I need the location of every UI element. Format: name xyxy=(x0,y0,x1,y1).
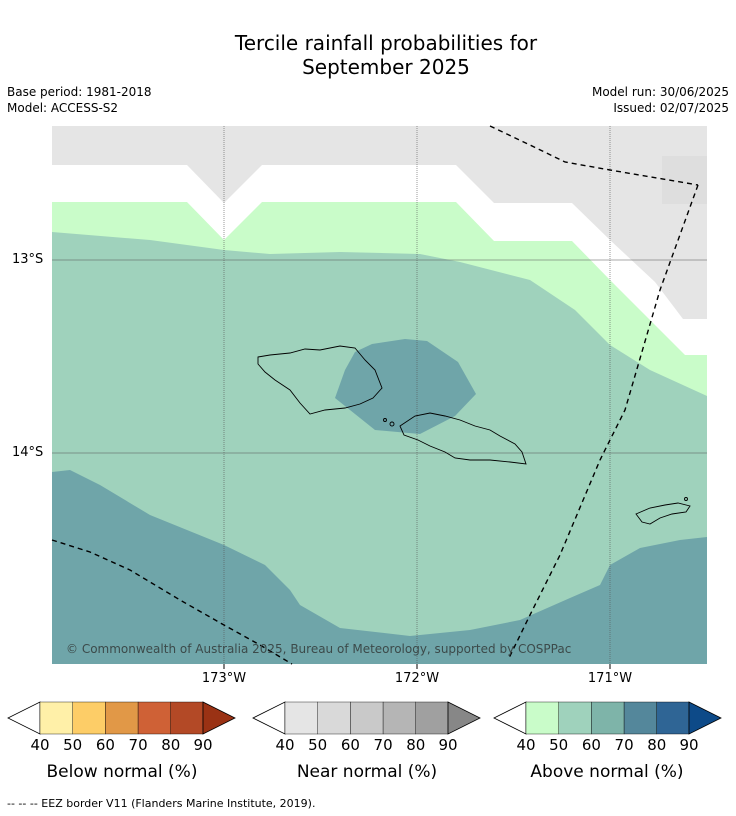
legend-near-tick: 80 xyxy=(406,736,426,754)
upolu-outline xyxy=(399,412,527,465)
legend-below-left-arrow xyxy=(7,701,41,735)
legend-below-right-arrow xyxy=(202,701,236,735)
legend-above-swatch-2 xyxy=(558,701,592,735)
model-name: Model: ACCESS-S2 xyxy=(7,101,119,115)
legend-near-tick: 60 xyxy=(340,736,360,754)
legend-near-swatch-2 xyxy=(317,701,351,735)
legend-below-tick: 50 xyxy=(63,736,83,754)
tutuila-outline xyxy=(635,502,691,525)
legend-below-swatch-3 xyxy=(105,701,139,735)
eez-southwest xyxy=(51,539,293,665)
model-run: Model run: 30/06/2025 xyxy=(591,85,729,99)
grid-lat-lines xyxy=(52,259,707,454)
legend-near-tick: 70 xyxy=(373,736,393,754)
lat-label-14s: 14°S xyxy=(12,445,44,460)
legend-below-title: Below normal (%) xyxy=(46,762,198,782)
legend-below-swatch-4 xyxy=(137,701,172,735)
lon-label-173w: 173°W xyxy=(201,671,247,686)
meta-right: Model run: 30/06/2025 Issued: 02/07/2025 xyxy=(592,84,729,116)
legend-near-tick: 40 xyxy=(275,736,295,754)
field-above-60-south xyxy=(52,470,707,664)
eez-north xyxy=(489,125,699,186)
near-normal-patch xyxy=(662,156,707,204)
issued-date: Issued: 02/07/2025 xyxy=(613,101,729,115)
legend-above-left-arrow xyxy=(493,701,527,735)
legend-below xyxy=(7,701,236,735)
title-line-2: September 2025 xyxy=(302,55,470,79)
legend-near-swatch-4 xyxy=(382,701,417,735)
savaii-outline xyxy=(257,345,383,415)
legend-near-swatch-3 xyxy=(350,701,384,735)
legend-above-tick: 40 xyxy=(516,736,536,754)
legend-above-title: Above normal (%) xyxy=(530,762,684,782)
land-outlines xyxy=(257,345,691,525)
legend-below-swatch-1 xyxy=(39,701,73,735)
small-island-2 xyxy=(389,421,395,427)
grid-lines xyxy=(223,126,611,664)
legend-near-swatch-5 xyxy=(415,701,449,735)
eez-east xyxy=(507,184,699,661)
legend-near-swatch-1 xyxy=(284,701,318,735)
legend-below-tick: 70 xyxy=(128,736,148,754)
map-copyright: © Commonwealth of Australia 2025, Bureau… xyxy=(66,642,572,656)
field-above-60-island xyxy=(335,339,476,434)
legend-near xyxy=(252,701,481,735)
lat-label-13s: 13°S xyxy=(12,252,44,267)
legend-below-tick: 40 xyxy=(30,736,50,754)
legend-near-right-arrow xyxy=(447,701,481,735)
lon-ticks xyxy=(223,664,611,669)
small-island-3 xyxy=(684,497,688,501)
legend-below-tick: 90 xyxy=(193,736,213,754)
legend-near-tick: 90 xyxy=(438,736,458,754)
legend-above-tick: 60 xyxy=(581,736,601,754)
title-line-1: Tercile rainfall probabilities for xyxy=(234,31,538,55)
lon-label-171w: 171°W xyxy=(587,671,633,686)
eez-footnote: -- -- -- EEZ border V11 (Flanders Marine… xyxy=(7,797,316,810)
legend-above-tick: 80 xyxy=(647,736,667,754)
legend-above-swatch-3 xyxy=(591,701,625,735)
legend-above-tick: 70 xyxy=(614,736,634,754)
chart-title: Tercile rainfall probabilities for Septe… xyxy=(0,31,736,79)
legend-below-swatch-2 xyxy=(72,701,106,735)
lon-label-172w: 172°W xyxy=(394,671,440,686)
legend-above-tick: 50 xyxy=(549,736,569,754)
small-island-1 xyxy=(383,418,387,422)
meta-left: Base period: 1981-2018 Model: ACCESS-S2 xyxy=(7,84,152,116)
legend-below-swatch-5 xyxy=(170,701,204,735)
legend-near-tick: 50 xyxy=(308,736,328,754)
eez-border xyxy=(51,125,699,665)
legend-above-swatch-4 xyxy=(623,701,657,735)
legend-above-swatch-5 xyxy=(656,701,690,735)
base-period: Base period: 1981-2018 xyxy=(7,85,152,99)
legend-above-tick: 90 xyxy=(679,736,699,754)
legend-below-tick: 60 xyxy=(95,736,115,754)
legend-above-right-arrow xyxy=(688,701,722,735)
probability-field xyxy=(52,126,707,664)
legend-above-swatch-1 xyxy=(525,701,559,735)
legend-above xyxy=(493,701,722,735)
legend-near-title: Near normal (%) xyxy=(296,762,438,782)
legend-below-tick: 80 xyxy=(161,736,181,754)
legend-near-left-arrow xyxy=(252,701,286,735)
